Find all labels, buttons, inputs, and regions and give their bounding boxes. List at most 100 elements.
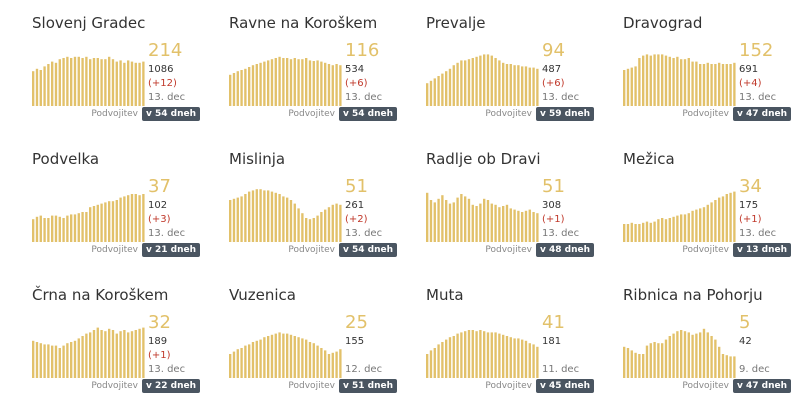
doubling-footer: Podvojitev v 45 dneh [485, 378, 594, 393]
bar [339, 349, 342, 378]
bar [509, 208, 512, 242]
bar [513, 209, 516, 242]
bar [255, 64, 258, 106]
bar [706, 62, 709, 106]
bar [448, 68, 452, 106]
current-cases: 94 [542, 40, 565, 61]
bar [467, 198, 471, 242]
bar [92, 58, 96, 106]
doubling-label: Podvojitev [288, 108, 335, 119]
doubling-badge: v 54 dneh [338, 242, 397, 257]
bar [327, 64, 331, 106]
bar [278, 332, 281, 378]
bar [289, 59, 293, 106]
bar [138, 195, 141, 242]
region-name: Muta [426, 286, 464, 304]
bar [232, 73, 236, 106]
bar [638, 224, 641, 242]
bar [293, 58, 296, 106]
bar [483, 54, 486, 106]
total-cases: 102 [148, 200, 168, 211]
bar [104, 59, 107, 106]
bar [714, 200, 717, 242]
bar [138, 328, 141, 378]
bar [286, 333, 289, 378]
bar [437, 76, 440, 106]
bar [339, 65, 342, 106]
chart-card: Mežica 34 175 (+1) 13. dec Podvojitev v 13 dne… [613, 140, 800, 270]
bar [653, 342, 656, 378]
bar [536, 346, 539, 378]
bar [464, 331, 467, 378]
doubling-label: Podvojitev [485, 244, 532, 255]
bar [142, 327, 145, 378]
bar [471, 204, 474, 242]
bar [92, 330, 96, 378]
bar [270, 59, 274, 106]
bar [89, 332, 92, 378]
doubling-label: Podvojitev [682, 108, 729, 119]
bar [445, 71, 448, 106]
bar [695, 209, 698, 242]
bar [134, 330, 137, 378]
bar [721, 354, 725, 378]
bar [479, 203, 482, 242]
bar [729, 64, 732, 106]
bar [312, 343, 315, 378]
bar [301, 338, 304, 378]
bar [232, 351, 236, 378]
bar [517, 210, 520, 242]
bar [73, 56, 77, 106]
bar [638, 58, 641, 106]
bar [630, 222, 633, 242]
bar [32, 71, 35, 106]
doubling-badge: v 13 dneh [732, 242, 791, 257]
bar [467, 330, 471, 378]
update-date: 11. dec [542, 364, 580, 375]
bar [691, 210, 694, 242]
bar [270, 191, 274, 242]
bar [528, 67, 531, 106]
update-date: 13. dec [739, 92, 777, 103]
doubling-badge: v 54 dneh [338, 106, 397, 121]
bar [320, 212, 323, 242]
bar [251, 190, 255, 242]
bar [691, 61, 694, 106]
bar-chart [623, 54, 736, 106]
bar [725, 64, 728, 106]
bar [626, 348, 630, 378]
bar [676, 56, 679, 106]
bar [426, 354, 429, 378]
bar-chart [426, 192, 539, 242]
bar [308, 219, 312, 242]
bar [536, 213, 539, 242]
bar [244, 68, 247, 106]
bar [498, 333, 501, 378]
bar [498, 207, 501, 242]
daily-delta: (+4) [739, 78, 762, 89]
bar [725, 355, 728, 378]
bar [725, 194, 728, 242]
bar [100, 59, 103, 106]
bar [505, 336, 509, 378]
doubling-footer: Podvojitev v 54 dneh [288, 242, 397, 257]
current-cases: 32 [148, 312, 171, 333]
bar [335, 64, 338, 106]
daily-delta: (+2) [345, 214, 368, 225]
doubling-label: Podvojitev [485, 108, 532, 119]
bar [721, 64, 725, 106]
bar [324, 62, 327, 106]
bar-chart [229, 189, 342, 242]
bar [229, 200, 232, 242]
region-name: Slovenj Gradec [32, 14, 146, 32]
bar [108, 328, 111, 378]
current-cases: 116 [345, 40, 380, 61]
bar [676, 331, 679, 378]
region-name: Ribnica na Pohorju [623, 286, 763, 304]
bar [653, 54, 656, 106]
bar [274, 192, 277, 242]
chart-card: Slovenj Gradec 214 1086 (+12) 13. dec Podvoji… [22, 4, 212, 134]
bar [278, 56, 281, 106]
bar [638, 354, 641, 378]
bar [623, 346, 626, 378]
